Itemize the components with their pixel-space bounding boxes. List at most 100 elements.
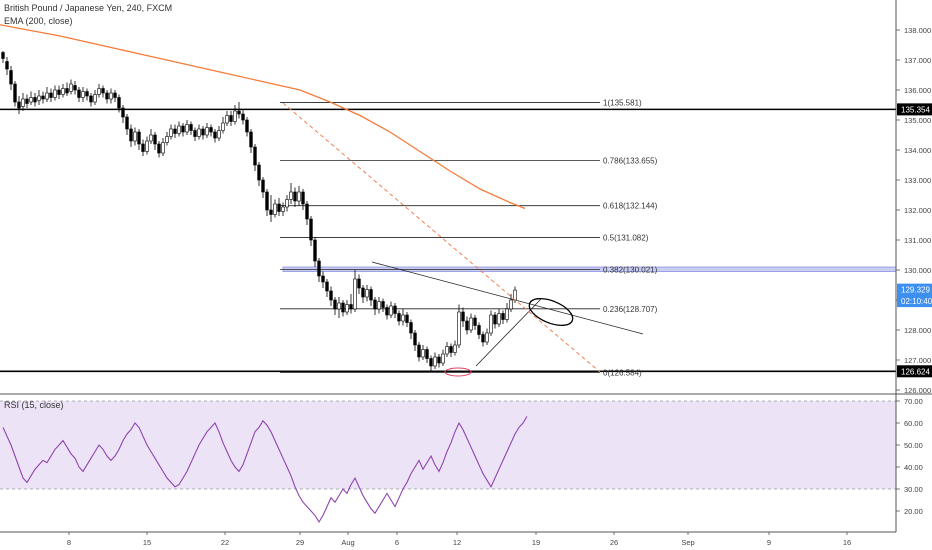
candle bbox=[393, 303, 397, 318]
fib-level-label: 0.786(133.655) bbox=[603, 156, 658, 165]
candle bbox=[413, 330, 417, 351]
candle bbox=[457, 304, 461, 348]
candle bbox=[97, 84, 101, 98]
candle bbox=[177, 121, 181, 137]
candle bbox=[89, 93, 93, 107]
y-tick-label: 136.000 bbox=[904, 86, 931, 95]
svg-text:126.624: 126.624 bbox=[901, 367, 930, 376]
candle bbox=[461, 307, 465, 327]
candle bbox=[417, 342, 421, 362]
candle bbox=[437, 354, 441, 368]
candle bbox=[61, 84, 65, 98]
candle bbox=[285, 195, 289, 212]
candle bbox=[405, 312, 409, 327]
rsi-axis-ticks: 20.00 30.00 40.00 50.00 60.00 70.00 bbox=[896, 397, 923, 516]
candle bbox=[137, 129, 141, 150]
rsi-tick-label: 60.00 bbox=[904, 419, 923, 428]
candle bbox=[33, 93, 37, 107]
candle bbox=[481, 331, 485, 347]
candle bbox=[509, 294, 513, 312]
candle bbox=[429, 355, 433, 372]
svg-text:02:10:40: 02:10:40 bbox=[901, 297, 932, 306]
rsi-band-fill bbox=[0, 401, 896, 489]
candle bbox=[329, 286, 333, 306]
candle bbox=[433, 352, 437, 369]
candle bbox=[5, 57, 9, 75]
candle bbox=[229, 111, 233, 126]
candle bbox=[105, 90, 109, 104]
candle bbox=[93, 90, 97, 105]
candle bbox=[53, 85, 57, 101]
candle bbox=[37, 90, 41, 105]
candle bbox=[253, 144, 257, 171]
candle bbox=[305, 201, 309, 225]
candle bbox=[465, 316, 469, 335]
y-tick-label: 133.000 bbox=[904, 176, 931, 185]
candle bbox=[321, 271, 325, 288]
candle bbox=[201, 126, 205, 140]
ellipse-low bbox=[444, 367, 472, 377]
candle bbox=[341, 300, 345, 317]
x-tick-label: Aug bbox=[341, 538, 354, 547]
svg-text:129.329: 129.329 bbox=[901, 286, 930, 295]
svg-text:135.354: 135.354 bbox=[901, 105, 930, 114]
y-tick-label: 131.000 bbox=[904, 236, 931, 245]
candle bbox=[165, 132, 169, 146]
candle bbox=[325, 279, 329, 297]
candle bbox=[161, 138, 165, 156]
candle bbox=[381, 298, 385, 312]
x-tick-label: 19 bbox=[532, 538, 540, 547]
candle bbox=[77, 87, 81, 102]
trendline-dashed bbox=[282, 102, 601, 373]
fibonacci-levels: 1(135.581) 0.786(133.655) 0.618(132.144) 0.… bbox=[280, 99, 658, 377]
x-tick-label: Sep bbox=[681, 538, 694, 547]
candle bbox=[133, 127, 137, 146]
candle bbox=[489, 310, 493, 336]
rsi-band bbox=[0, 400, 896, 490]
x-tick-label: 29 bbox=[296, 538, 304, 547]
candle bbox=[185, 120, 189, 135]
rsi-tick-label: 30.00 bbox=[904, 485, 923, 494]
candle bbox=[309, 216, 313, 246]
candle bbox=[109, 88, 113, 104]
y-tick-label: 126.000 bbox=[904, 386, 931, 395]
horizontal-levels bbox=[0, 108, 896, 373]
candle bbox=[281, 202, 285, 216]
current-price-badge: 129.329 bbox=[897, 283, 932, 296]
candle bbox=[473, 315, 477, 330]
candle bbox=[377, 297, 381, 314]
candle bbox=[273, 199, 277, 218]
rsi-tick-label: 70.00 bbox=[904, 397, 923, 406]
candle bbox=[157, 141, 161, 158]
time-axis-ticks: 8 15 22 29 Aug 6 12 19 26 Sep 9 16 bbox=[67, 532, 851, 547]
candle bbox=[333, 297, 337, 315]
candle bbox=[233, 105, 237, 125]
candle bbox=[453, 340, 457, 356]
candle bbox=[261, 177, 265, 198]
candle bbox=[241, 109, 245, 125]
candle bbox=[265, 189, 269, 216]
candle bbox=[493, 312, 497, 329]
candle bbox=[369, 286, 373, 306]
candle bbox=[361, 285, 365, 303]
x-tick-label: 9 bbox=[767, 538, 771, 547]
fib-level-label: 0.236(128.707) bbox=[603, 305, 658, 314]
candle bbox=[409, 319, 413, 339]
candle bbox=[245, 117, 249, 137]
candle bbox=[349, 294, 353, 314]
candle bbox=[445, 342, 449, 357]
candle bbox=[373, 297, 377, 315]
ellipse-breakout bbox=[528, 297, 574, 327]
candle bbox=[401, 309, 405, 326]
candle bbox=[313, 237, 317, 267]
candle bbox=[181, 123, 185, 137]
y-tick-label: 137.000 bbox=[904, 56, 931, 65]
candle bbox=[49, 88, 53, 102]
candle bbox=[205, 123, 209, 138]
ema-200-line bbox=[0, 24, 526, 210]
candle bbox=[41, 91, 45, 104]
candle bbox=[249, 129, 253, 153]
candle bbox=[421, 345, 425, 360]
candle bbox=[25, 94, 29, 108]
